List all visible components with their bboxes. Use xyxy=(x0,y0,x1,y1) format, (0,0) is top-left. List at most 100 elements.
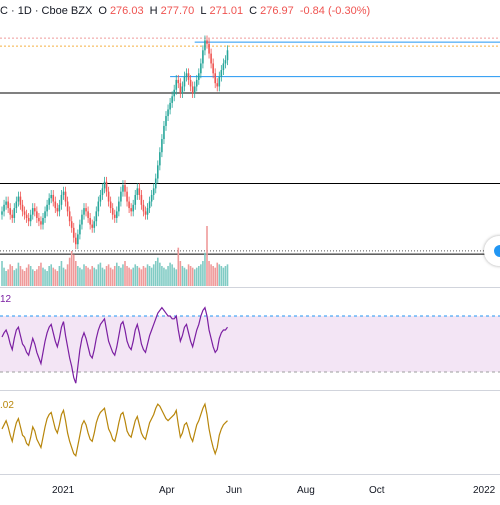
candle-body xyxy=(222,63,225,71)
volume-bar xyxy=(204,252,206,286)
volume-bar xyxy=(105,266,108,286)
symbol-title[interactable]: C · 1D · Cboe BZX xyxy=(0,5,93,17)
open-value: 276.03 xyxy=(109,5,144,17)
candle-body xyxy=(23,211,26,215)
candle-body xyxy=(120,191,122,202)
volume-bar xyxy=(200,264,202,286)
open-label: O xyxy=(98,5,107,17)
candle-body xyxy=(142,204,145,212)
candle-body xyxy=(19,196,22,205)
rsi-band xyxy=(0,316,500,372)
change-value: -0.84 (-0.30%) xyxy=(299,5,371,17)
volume-bar xyxy=(212,266,214,286)
volume-bar xyxy=(62,267,65,286)
candle-body xyxy=(29,214,32,222)
candle-body xyxy=(77,234,79,245)
volume-bar xyxy=(72,254,75,286)
candle-body xyxy=(38,217,40,222)
candle-body xyxy=(171,96,173,103)
volume-bar xyxy=(193,269,196,286)
volume-bar xyxy=(218,264,221,286)
volume-bar xyxy=(216,262,219,286)
volume-bar xyxy=(3,267,5,286)
candle-body xyxy=(72,227,75,238)
volume-bar xyxy=(226,264,229,286)
volume-bar xyxy=(23,271,26,286)
volume-bar xyxy=(128,267,130,286)
candle-body xyxy=(218,76,221,87)
volume-bar xyxy=(77,266,79,286)
candle-body xyxy=(85,208,87,212)
volume-bar xyxy=(185,269,188,286)
x-axis-label: Aug xyxy=(297,485,315,496)
candle-body xyxy=(64,191,67,202)
volume-bar xyxy=(175,269,178,286)
candle-body xyxy=(150,194,153,202)
candle-body xyxy=(157,165,159,179)
candle-body xyxy=(206,40,208,44)
candle-body xyxy=(36,211,38,218)
candle-body xyxy=(70,221,73,228)
volume-bar xyxy=(34,271,36,286)
volume-bar xyxy=(210,264,212,286)
candle-body xyxy=(179,83,182,94)
candle-body xyxy=(7,201,9,209)
volume-bar xyxy=(52,267,55,286)
volume-bar xyxy=(15,268,18,286)
candle-body xyxy=(210,53,212,64)
candle-body xyxy=(52,194,55,202)
candle-body xyxy=(83,208,85,215)
scroll-to-realtime-button[interactable] xyxy=(484,236,500,266)
candle-body xyxy=(202,50,204,64)
candle-body xyxy=(118,201,120,212)
volume-bar xyxy=(27,264,30,286)
volume-bar xyxy=(136,266,139,286)
high-label: H xyxy=(149,5,158,17)
candle-body xyxy=(204,40,206,51)
volume-bar xyxy=(29,266,32,286)
rsi-pane xyxy=(0,306,500,384)
volume-bar xyxy=(118,266,120,286)
candle-body xyxy=(87,211,89,218)
candle-body xyxy=(212,63,214,74)
candle-body xyxy=(107,191,110,202)
volume-bar xyxy=(107,264,110,286)
candle-body xyxy=(175,79,178,90)
volume-bar xyxy=(130,269,132,286)
volume-bar xyxy=(109,267,112,286)
volume-bar xyxy=(183,267,186,286)
candle-body xyxy=(50,194,52,199)
candle-body xyxy=(31,208,34,215)
x-axis-label: 2021 xyxy=(52,485,75,496)
candle-body xyxy=(105,181,108,192)
volume-pane xyxy=(1,226,229,286)
candle-body xyxy=(183,76,186,87)
price-pane xyxy=(0,35,500,255)
symbol-header: C · 1D · Cboe BZX O 276.03 H 277.70 L 271.0… xyxy=(0,0,500,22)
volume-bar xyxy=(75,261,77,286)
candle-body xyxy=(62,191,65,195)
candle-body xyxy=(161,139,163,153)
volume-bar xyxy=(154,261,157,286)
volume-bar xyxy=(38,266,40,286)
candle-body xyxy=(97,201,100,212)
volume-bar xyxy=(81,269,83,286)
candle-body xyxy=(163,125,165,140)
volume-bar xyxy=(163,267,165,286)
candle-body xyxy=(173,89,175,97)
volume-bar xyxy=(31,269,34,286)
candle-body xyxy=(9,208,11,215)
candle-body xyxy=(214,73,216,84)
rsi-value: 12 xyxy=(0,294,12,305)
rsi-line xyxy=(1,306,228,384)
volume-bar xyxy=(111,269,114,286)
volume-bar xyxy=(220,266,223,286)
volume-bar xyxy=(167,266,169,286)
candle-body xyxy=(95,211,98,222)
candle-body xyxy=(224,60,227,64)
volume-bar xyxy=(116,262,118,286)
candle-body xyxy=(109,201,112,209)
candle-body xyxy=(124,185,126,192)
